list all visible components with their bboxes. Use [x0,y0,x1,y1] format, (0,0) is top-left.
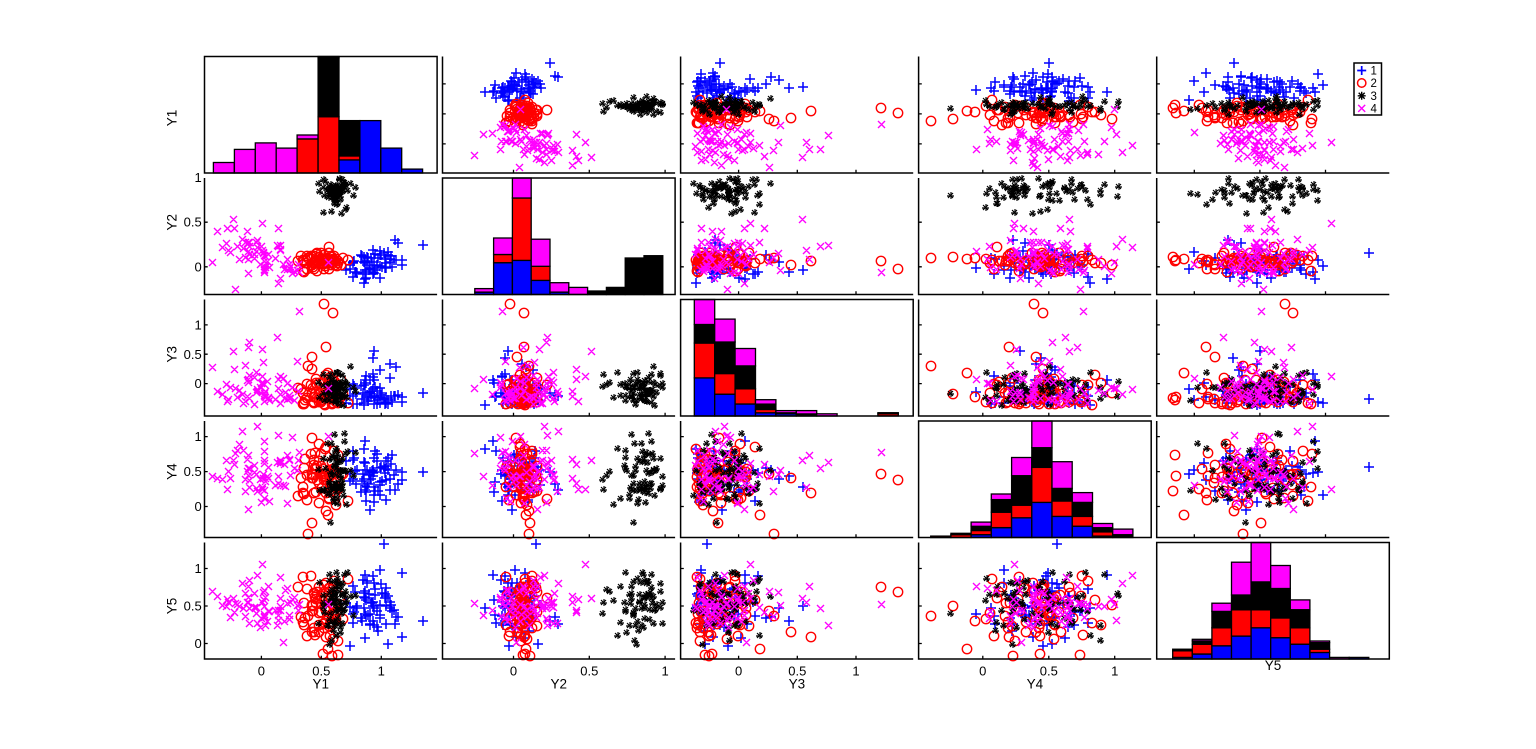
svg-text:Y5: Y5 [1265,658,1282,673]
svg-text:0.5: 0.5 [184,464,202,479]
svg-text:0.5: 0.5 [184,347,202,362]
svg-text:0: 0 [258,664,265,679]
svg-text:Y3: Y3 [165,346,180,363]
svg-text:Y1: Y1 [165,110,180,127]
svg-text:0: 0 [735,664,742,679]
svg-text:1: 1 [1371,66,1377,78]
svg-text:1: 1 [194,317,201,332]
svg-text:Y5: Y5 [165,598,180,615]
svg-text:1: 1 [194,429,201,444]
svg-text:Y3: Y3 [789,677,806,692]
svg-text:0: 0 [194,376,201,391]
svg-text:1: 1 [661,664,668,679]
svg-text:4: 4 [1371,103,1378,115]
svg-text:3: 3 [1371,91,1377,103]
svg-text:Y4: Y4 [1027,677,1044,692]
svg-text:Y1: Y1 [313,677,330,692]
svg-text:1: 1 [194,170,201,185]
svg-text:0.5: 0.5 [312,664,330,679]
svg-text:0.5: 0.5 [1040,664,1058,679]
svg-text:0: 0 [194,636,201,651]
svg-text:1: 1 [1111,664,1118,679]
svg-text:0.5: 0.5 [184,215,202,230]
svg-text:0.5: 0.5 [184,599,202,614]
svg-text:0: 0 [510,664,517,679]
svg-text:Y2: Y2 [165,214,180,231]
svg-text:0: 0 [979,664,986,679]
svg-text:1: 1 [852,664,859,679]
svg-text:1: 1 [194,561,201,576]
svg-text:2: 2 [1371,78,1377,90]
svg-text:0: 0 [194,499,201,514]
svg-text:1: 1 [378,664,385,679]
svg-text:Y4: Y4 [165,463,180,480]
svg-text:Y2: Y2 [551,677,568,692]
svg-text:0.5: 0.5 [580,664,598,679]
svg-text:0: 0 [194,259,201,274]
svg-text:0.5: 0.5 [788,664,806,679]
